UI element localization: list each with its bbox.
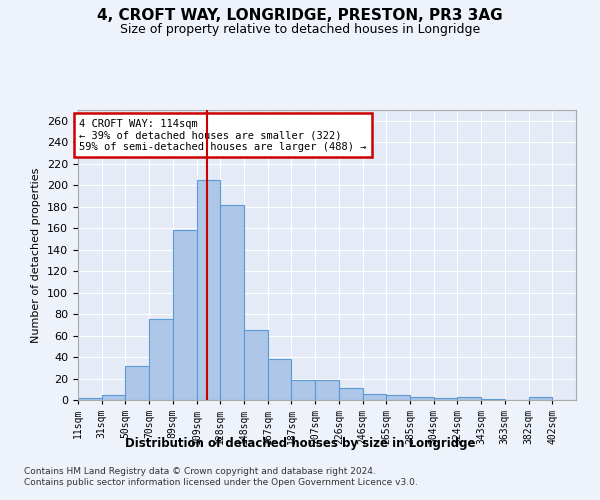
Bar: [339, 388, 362, 400]
Bar: [220, 204, 244, 400]
Bar: [78, 398, 102, 400]
Bar: [102, 394, 125, 400]
Bar: [197, 180, 220, 400]
Bar: [149, 320, 173, 400]
Text: 4 CROFT WAY: 114sqm
← 39% of detached houses are smaller (322)
59% of semi-detac: 4 CROFT WAY: 114sqm ← 39% of detached ho…: [79, 118, 367, 152]
Bar: [529, 397, 552, 400]
Bar: [362, 394, 386, 400]
Bar: [244, 330, 268, 400]
Bar: [457, 397, 481, 400]
Text: 4, CROFT WAY, LONGRIDGE, PRESTON, PR3 3AG: 4, CROFT WAY, LONGRIDGE, PRESTON, PR3 3A…: [97, 8, 503, 22]
Bar: [292, 380, 315, 400]
Text: Contains HM Land Registry data © Crown copyright and database right 2024.
Contai: Contains HM Land Registry data © Crown c…: [24, 468, 418, 487]
Bar: [386, 394, 410, 400]
Bar: [268, 359, 292, 400]
Bar: [315, 380, 339, 400]
Y-axis label: Number of detached properties: Number of detached properties: [31, 168, 41, 342]
Text: Size of property relative to detached houses in Longridge: Size of property relative to detached ho…: [120, 22, 480, 36]
Bar: [125, 366, 149, 400]
Bar: [481, 399, 505, 400]
Bar: [410, 397, 434, 400]
Bar: [173, 230, 197, 400]
Text: Distribution of detached houses by size in Longridge: Distribution of detached houses by size …: [125, 438, 475, 450]
Bar: [434, 398, 457, 400]
